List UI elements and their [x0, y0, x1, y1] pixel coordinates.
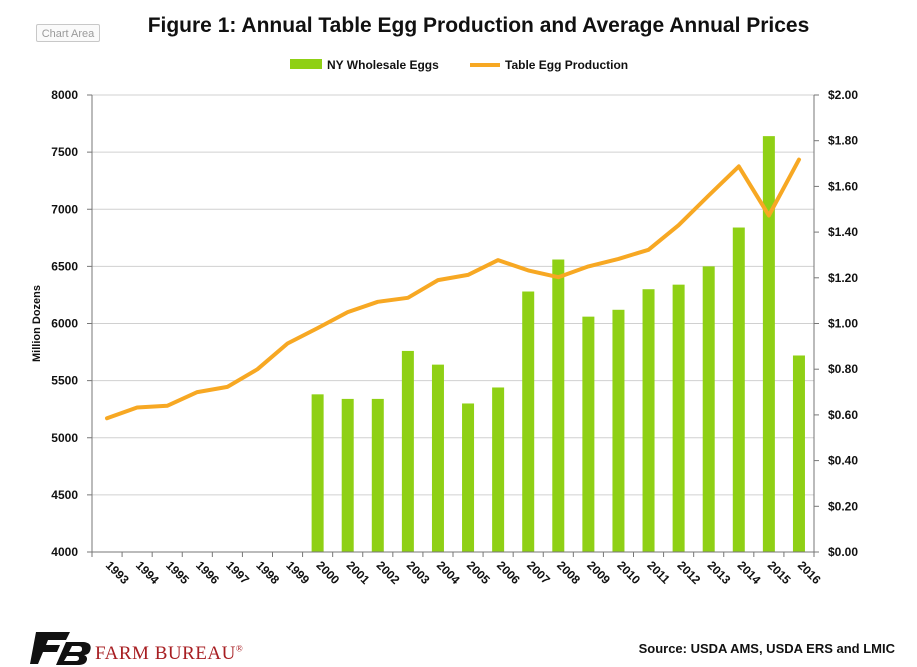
- x-tick-label: 2007: [524, 558, 553, 587]
- x-tick-label: 2000: [314, 558, 343, 587]
- right-tick-label: $0.60: [828, 408, 858, 422]
- chart-title: Figure 1: Annual Table Egg Production an…: [147, 14, 810, 37]
- bar: [762, 136, 775, 552]
- x-tick-label: 1996: [193, 558, 222, 587]
- x-tick-label: 2013: [705, 558, 734, 587]
- x-tick-label: 2009: [584, 558, 613, 587]
- bar: [792, 355, 805, 552]
- x-tick-label: 2006: [494, 558, 523, 587]
- bar: [702, 266, 715, 552]
- x-tick-label: 2001: [344, 558, 373, 587]
- bar: [462, 403, 475, 552]
- right-tick-label: $1.60: [828, 179, 858, 193]
- right-tick-label: $0.00: [828, 545, 858, 559]
- bar: [522, 291, 535, 552]
- bar: [401, 350, 414, 552]
- farm-bureau-logo-icon: [30, 632, 91, 665]
- grid: [92, 94, 814, 496]
- x-tick-label: 1993: [103, 558, 132, 587]
- bar: [492, 387, 505, 552]
- x-tick-label: 2002: [374, 558, 403, 587]
- bar: [672, 284, 685, 552]
- right-tick-label: $1.40: [828, 225, 858, 239]
- legend-label-line: Table Egg Production: [505, 58, 628, 72]
- legend-label-bars: NY Wholesale Eggs: [327, 58, 439, 72]
- bar: [612, 309, 625, 552]
- brand-name: FARM BUREAU®: [95, 643, 244, 664]
- right-tick-label: $1.00: [828, 317, 858, 331]
- bar: [341, 398, 354, 552]
- source-note: Source: USDA AMS, USDA ERS and LMIC: [638, 641, 895, 656]
- left-tick-label: 6500: [51, 259, 78, 273]
- x-tick-label: 2015: [765, 558, 794, 587]
- left-tick-label: 4500: [51, 488, 78, 502]
- left-tick-label: 8000: [51, 88, 78, 102]
- x-tick-label: 1998: [253, 558, 282, 587]
- production-line: [105, 157, 801, 421]
- right-tick-label: $0.20: [828, 499, 858, 513]
- left-tick-label: 4000: [51, 545, 78, 559]
- y-axis-title: Million Dozens: [31, 285, 43, 362]
- right-tick-label: $0.40: [828, 454, 858, 468]
- right-tick-label: $1.80: [828, 134, 858, 148]
- x-tick-label: 1995: [163, 558, 192, 587]
- line-series: [105, 157, 801, 421]
- bar: [311, 394, 324, 552]
- bar: [431, 364, 444, 552]
- left-tick-label: 7000: [51, 202, 78, 216]
- bar: [582, 316, 595, 552]
- x-tick-label: 2003: [404, 558, 433, 587]
- right-tick-label: $2.00: [828, 88, 858, 102]
- x-tick-label: 2012: [675, 558, 704, 587]
- right-tick-label: $0.80: [828, 362, 858, 376]
- chart-area-tag: Chart Area: [36, 24, 100, 42]
- legend-swatch-bars: [290, 59, 322, 69]
- x-tick-label: 2010: [614, 558, 643, 587]
- x-tick-label: 2005: [464, 558, 493, 587]
- bar: [371, 398, 384, 552]
- x-tick-label: 2016: [795, 558, 824, 587]
- x-tick-label: 1999: [283, 558, 312, 587]
- x-tick-label: 2014: [735, 558, 764, 587]
- x-tick-label: 2008: [554, 558, 583, 587]
- right-tick-label: $1.20: [828, 271, 858, 285]
- left-tick-label: 6000: [51, 317, 78, 331]
- x-tick-label: 1997: [223, 558, 252, 587]
- bar-series: [311, 136, 805, 552]
- bar: [732, 227, 745, 552]
- x-tick-label: 1994: [133, 558, 162, 587]
- left-tick-label: 7500: [51, 145, 78, 159]
- bar: [552, 259, 565, 552]
- bar: [642, 289, 655, 552]
- left-tick-label: 5500: [51, 374, 78, 388]
- legend: NY Wholesale Eggs Table Egg Production: [290, 58, 628, 72]
- x-tick-label: 2004: [434, 558, 463, 587]
- left-tick-label: 5000: [51, 431, 78, 445]
- x-tick-label: 2011: [644, 558, 673, 587]
